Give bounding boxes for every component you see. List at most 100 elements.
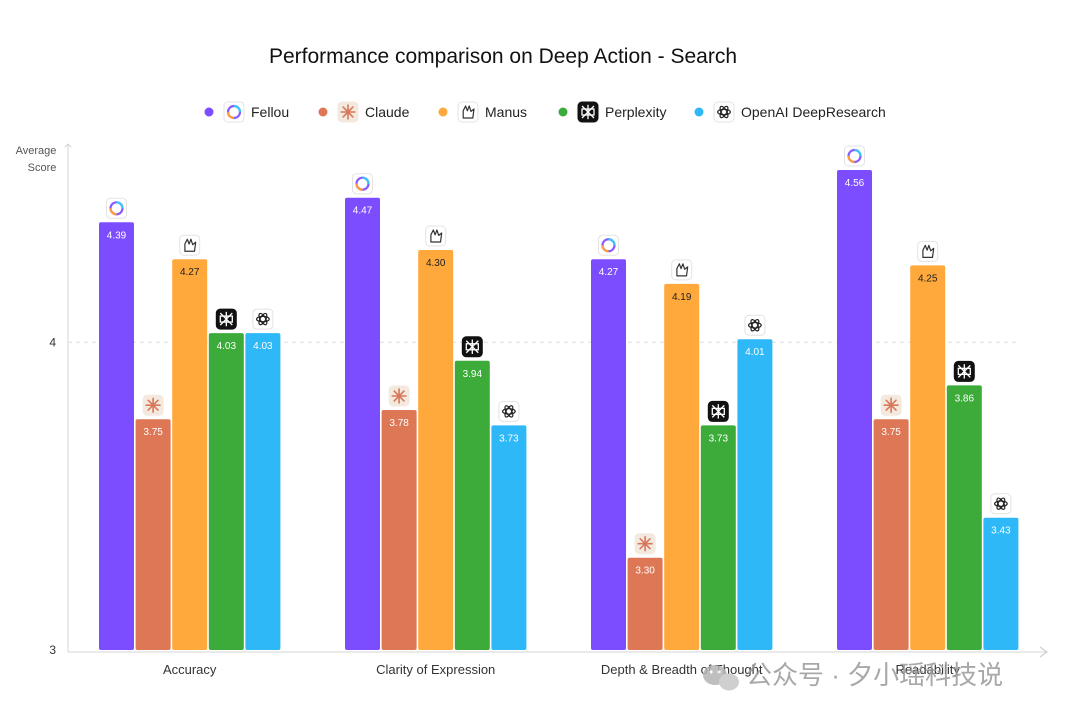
perplexity-logo-icon xyxy=(577,101,599,123)
bar xyxy=(135,419,171,650)
bar xyxy=(345,197,380,650)
bar-value-label: 4.39 xyxy=(107,230,127,241)
bar-group: 4.19 xyxy=(664,259,700,650)
bar-group: 4.03 xyxy=(245,308,281,650)
legend: Fellou Claude Manus Perplexity OpenAI DeepRe… xyxy=(204,101,886,123)
bar-value-label: 3.94 xyxy=(463,369,483,380)
bar-value-label: 3.75 xyxy=(881,427,901,438)
bar-group: 4.30 xyxy=(418,225,454,650)
fellou-ring-icon xyxy=(598,234,619,256)
bar xyxy=(910,265,946,650)
bar xyxy=(837,170,872,650)
bar-group: 3.30 xyxy=(627,533,663,650)
bar-value-label: 3.73 xyxy=(709,433,729,444)
bar-value-label: 4.27 xyxy=(599,267,619,278)
legend-swatch xyxy=(204,107,214,117)
y-ticks: 34 xyxy=(49,335,1016,657)
watermark: 公众号 · 夕小瑶科技说 xyxy=(703,660,1003,691)
bar-group: 3.94 xyxy=(454,336,490,650)
y-tick-label: 4 xyxy=(49,335,56,349)
bar-value-label: 4.01 xyxy=(745,347,765,358)
perplexity-logo-icon xyxy=(953,360,975,382)
legend-swatch xyxy=(438,107,448,117)
bar-value-label: 3.30 xyxy=(635,566,655,577)
legend-swatch xyxy=(558,107,568,117)
x-tick-label: Clarity of Expression xyxy=(376,662,495,677)
manus-glove-icon xyxy=(671,259,693,281)
claude-asterisk-icon xyxy=(634,533,656,555)
bar xyxy=(591,259,626,650)
manus-glove-icon xyxy=(425,225,447,247)
bar-group: 3.78 xyxy=(381,385,417,650)
x-tick-label: Accuracy xyxy=(163,662,217,677)
openai-knot-icon xyxy=(990,493,1012,515)
claude-asterisk-icon xyxy=(337,101,359,123)
bar-group: 4.01 xyxy=(737,314,773,650)
bar-value-label: 4.27 xyxy=(180,267,200,278)
bars: 4.39 3.75 4.27 4.03 4.03 4.47 3.78 4.30 3.94 3.73… xyxy=(99,145,1019,651)
bar xyxy=(172,259,208,650)
legend-label: OpenAI DeepResearch xyxy=(741,104,886,120)
bar-value-label: 4.03 xyxy=(253,341,273,352)
legend-label: Fellou xyxy=(251,104,289,120)
y-axis-label-line-1: Average xyxy=(16,145,57,157)
perplexity-logo-icon xyxy=(215,308,237,330)
fellou-ring-icon xyxy=(223,101,245,123)
bar-value-label: 3.86 xyxy=(955,393,975,404)
manus-glove-icon xyxy=(917,240,939,262)
bar-group: 4.27 xyxy=(591,234,626,650)
legend-label: Perplexity xyxy=(605,104,666,120)
bar-group: 3.75 xyxy=(135,394,171,650)
bar xyxy=(245,333,281,650)
legend-item: Manus xyxy=(438,101,527,123)
bar xyxy=(873,419,909,650)
bar-group: 4.03 xyxy=(208,308,244,650)
claude-asterisk-icon xyxy=(880,394,902,416)
claude-asterisk-icon xyxy=(388,385,410,407)
wechat-icon xyxy=(703,665,739,691)
bar xyxy=(946,385,982,650)
bar xyxy=(99,222,134,651)
bar-value-label: 4.56 xyxy=(845,178,865,189)
bar-group: 4.39 xyxy=(99,197,134,651)
x-axis-arrow xyxy=(1039,646,1049,658)
bar-value-label: 4.03 xyxy=(217,341,237,352)
bar xyxy=(418,250,454,650)
fellou-ring-icon xyxy=(352,173,373,195)
bar xyxy=(627,557,663,650)
bar-value-label: 3.75 xyxy=(143,427,163,438)
fellou-ring-icon xyxy=(106,197,127,219)
legend-item: Claude xyxy=(318,101,410,123)
perplexity-logo-icon xyxy=(707,400,729,422)
legend-label: Manus xyxy=(485,104,527,120)
bar-group: 3.73 xyxy=(491,400,527,650)
x-tick-label: Depth & Breadth of Thought xyxy=(601,662,763,677)
bar-value-label: 4.19 xyxy=(672,292,692,303)
legend-item: Perplexity xyxy=(558,101,666,123)
bar xyxy=(491,425,527,650)
legend-item: Fellou xyxy=(204,101,289,123)
chart-title: Performance comparison on Deep Action - … xyxy=(269,45,737,68)
watermark-text: 公众号 · 夕小瑶科技说 xyxy=(746,660,1003,690)
openai-knot-icon xyxy=(744,314,766,336)
bar xyxy=(700,425,736,650)
claude-asterisk-icon xyxy=(142,394,164,416)
x-tick-label: Readability xyxy=(896,662,961,677)
bar-group: 3.73 xyxy=(700,400,736,650)
fellou-ring-icon xyxy=(844,145,865,167)
bar-value-label: 4.47 xyxy=(353,206,373,217)
bar-group: 4.47 xyxy=(345,173,380,650)
bar xyxy=(208,333,244,650)
bar-group: 3.86 xyxy=(946,360,982,650)
legend-item: OpenAI DeepResearch xyxy=(694,101,886,123)
bar xyxy=(381,410,417,650)
bar-group: 3.75 xyxy=(873,394,909,650)
bar-value-label: 4.25 xyxy=(918,273,938,284)
bar-value-label: 4.30 xyxy=(426,258,446,269)
bar xyxy=(983,517,1019,650)
manus-glove-icon xyxy=(457,101,479,123)
bar-group: 3.43 xyxy=(983,493,1019,650)
bar-value-label: 3.43 xyxy=(991,526,1011,537)
bar xyxy=(454,360,490,650)
legend-label: Claude xyxy=(365,104,410,120)
